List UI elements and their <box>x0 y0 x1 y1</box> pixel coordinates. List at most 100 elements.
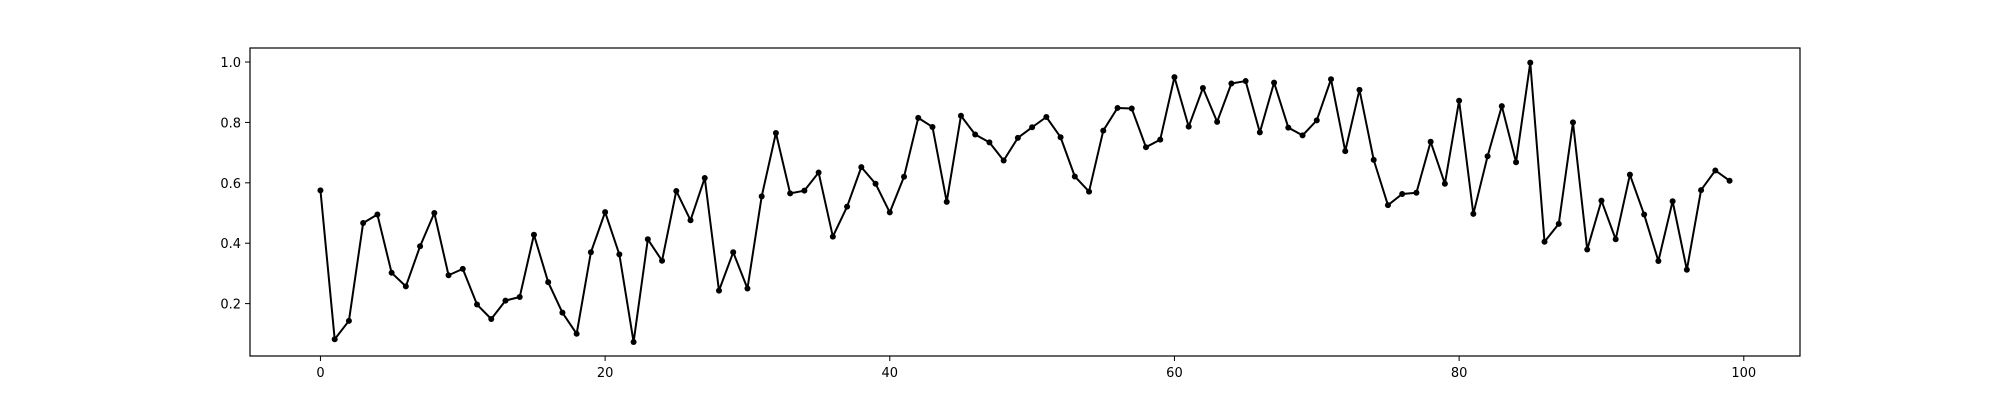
data-point <box>1527 59 1534 66</box>
data-point <box>815 169 822 176</box>
data-point <box>1413 189 1420 196</box>
y-tick-label: 0.8 <box>220 116 241 131</box>
y-tick-label: 0.4 <box>220 237 241 252</box>
data-point <box>388 269 395 276</box>
x-tick-label: 80 <box>1451 366 1468 381</box>
data-point <box>1441 180 1448 187</box>
data-point <box>502 297 509 304</box>
data-point <box>1214 118 1221 125</box>
data-point <box>787 190 794 197</box>
data-point <box>730 249 737 256</box>
data-point <box>1612 236 1619 243</box>
data-point <box>687 217 694 224</box>
data-point <box>360 219 367 226</box>
data-point <box>1142 144 1149 151</box>
data-point <box>616 251 623 258</box>
data-point <box>1256 129 1263 136</box>
data-point <box>1342 148 1349 155</box>
data-point <box>1427 138 1434 145</box>
data-point <box>858 164 865 171</box>
series-points <box>317 59 1733 345</box>
data-point <box>1285 124 1292 131</box>
x-tick-label: 40 <box>882 366 899 381</box>
data-point <box>1626 171 1633 178</box>
data-point <box>488 316 495 323</box>
data-point <box>317 187 324 194</box>
data-point <box>972 131 979 138</box>
x-tick-label: 20 <box>597 366 614 381</box>
data-point <box>901 173 908 180</box>
data-point <box>1470 210 1477 217</box>
axes-frame <box>249 47 1801 357</box>
data-point <box>630 338 637 345</box>
data-point <box>1555 220 1562 227</box>
data-point <box>715 287 722 294</box>
data-point <box>1086 188 1093 195</box>
data-point <box>1128 105 1135 112</box>
data-point <box>1698 187 1705 194</box>
data-point <box>1384 202 1391 209</box>
data-point <box>1498 103 1505 110</box>
data-point <box>1242 78 1249 85</box>
data-point <box>1726 177 1733 184</box>
data-point <box>1313 117 1320 124</box>
x-tick-label: 0 <box>316 366 324 381</box>
data-point <box>1669 198 1676 205</box>
data-point <box>1000 157 1007 164</box>
data-point <box>1541 238 1548 245</box>
data-point <box>1228 80 1235 87</box>
x-tick-label: 100 <box>1731 366 1756 381</box>
y-axis: 0.2 0.4 0.6 0.8 1.0 <box>220 56 250 313</box>
y-tick-label: 0.2 <box>220 298 241 313</box>
data-point <box>1370 156 1377 163</box>
data-point <box>1171 74 1178 81</box>
data-point <box>1683 266 1690 273</box>
data-point <box>331 336 338 343</box>
data-point <box>886 209 893 216</box>
data-point <box>1569 119 1576 126</box>
data-point <box>1641 211 1648 218</box>
x-axis: 0 20 40 60 80 100 <box>316 356 1756 381</box>
data-point <box>1271 79 1278 86</box>
x-tick-label: 60 <box>1166 366 1183 381</box>
data-point <box>659 257 666 264</box>
data-point <box>445 272 452 279</box>
data-point <box>1100 127 1107 134</box>
data-point <box>602 209 609 216</box>
data-point <box>1328 76 1335 83</box>
data-point <box>559 309 566 316</box>
data-point <box>844 203 851 210</box>
data-point <box>530 231 537 238</box>
data-point <box>772 130 779 136</box>
data-point <box>701 174 708 181</box>
data-point <box>1014 134 1021 141</box>
data-point <box>402 283 409 290</box>
data-point <box>1029 124 1036 131</box>
data-point <box>829 233 836 240</box>
y-tick-label: 1.0 <box>220 56 241 71</box>
data-point <box>957 112 964 119</box>
data-point <box>417 243 424 250</box>
data-point <box>929 123 936 130</box>
series-line <box>319 61 1731 343</box>
data-point <box>573 330 580 337</box>
data-point <box>986 139 993 146</box>
data-point <box>872 180 879 187</box>
data-point <box>673 187 680 194</box>
data-point <box>1185 123 1192 130</box>
data-point <box>545 279 552 286</box>
data-point <box>758 193 765 200</box>
data-point <box>644 236 651 243</box>
data-point <box>516 293 523 300</box>
data-point <box>1598 197 1605 204</box>
data-point <box>459 265 466 272</box>
data-point <box>1114 104 1121 111</box>
data-point <box>1712 167 1719 174</box>
data-point <box>1456 97 1463 104</box>
data-point <box>801 187 808 194</box>
data-point <box>915 114 922 121</box>
y-tick-label: 0.6 <box>220 177 241 192</box>
data-point <box>1399 191 1406 197</box>
data-point <box>1655 258 1662 265</box>
